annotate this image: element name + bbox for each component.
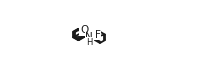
Text: F: F — [95, 30, 100, 39]
Text: O: O — [80, 25, 88, 35]
Text: H: H — [86, 38, 92, 47]
Text: N: N — [85, 32, 93, 42]
